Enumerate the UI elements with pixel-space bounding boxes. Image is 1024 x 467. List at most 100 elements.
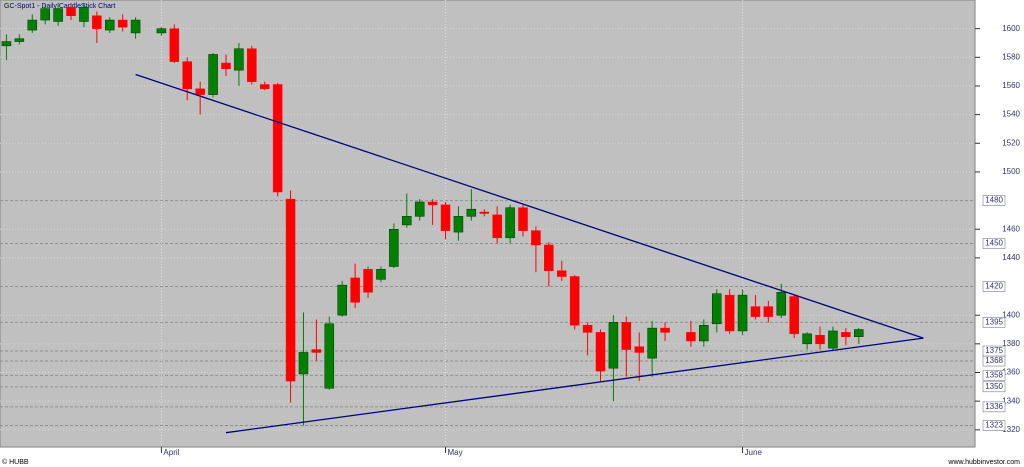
candle-body xyxy=(156,28,167,34)
level-box xyxy=(982,370,1006,381)
candle-body xyxy=(298,352,309,375)
candle-body xyxy=(724,294,735,332)
y-tick-label: 1500 xyxy=(1002,167,1020,176)
candle-body xyxy=(479,211,490,214)
candle-body xyxy=(389,228,399,267)
y-tick-label: 1360 xyxy=(1002,368,1020,377)
y-tick-label: 1520 xyxy=(1002,138,1020,147)
candle-body xyxy=(466,208,477,217)
level-label: 1420 xyxy=(985,282,1003,291)
candle-body xyxy=(711,293,722,325)
candle-body xyxy=(363,269,373,293)
candle-body xyxy=(608,322,619,369)
candle-body xyxy=(79,6,89,22)
candle-body xyxy=(815,335,825,345)
candle-body xyxy=(169,28,180,62)
candle-body xyxy=(324,323,335,389)
level-box xyxy=(982,420,1006,431)
level-box xyxy=(982,381,1006,393)
candle-body xyxy=(686,332,696,342)
candle-body xyxy=(337,284,347,316)
candle-body xyxy=(272,84,283,193)
level-box xyxy=(982,281,1006,292)
candle-body xyxy=(647,327,657,359)
candle-body xyxy=(53,8,63,22)
y-tick-label: 1380 xyxy=(1002,339,1020,348)
level-box xyxy=(982,238,1006,249)
level-label: 1358 xyxy=(985,370,1003,379)
candle-body xyxy=(247,48,257,82)
candle-body xyxy=(569,276,580,326)
candle-body xyxy=(427,201,438,206)
candle-body xyxy=(221,62,231,70)
candle-body xyxy=(311,349,322,353)
candle-body xyxy=(182,61,193,90)
level-box xyxy=(982,401,1006,413)
y-tick-label: 1580 xyxy=(1002,52,1020,61)
candle-body xyxy=(453,216,464,233)
level-label: 1375 xyxy=(985,346,1003,355)
candle-body xyxy=(208,54,218,95)
level-box xyxy=(982,195,1006,206)
level-label: 1350 xyxy=(985,382,1003,391)
candle-body xyxy=(66,6,76,17)
candle-body xyxy=(518,207,528,231)
level-label: 1395 xyxy=(985,317,1003,326)
candle-body xyxy=(531,230,541,246)
y-tick-label: 1560 xyxy=(1002,81,1020,90)
candle-body xyxy=(737,294,748,332)
candle-body xyxy=(414,201,425,217)
candle-body xyxy=(789,296,799,335)
y-tick-label: 1460 xyxy=(1002,224,1020,233)
candle-body xyxy=(802,333,812,345)
x-tick-label: June xyxy=(745,448,763,457)
candle-body xyxy=(557,270,567,277)
plot-area xyxy=(0,0,976,448)
candle-body xyxy=(14,38,25,42)
level-box xyxy=(982,317,1006,328)
trendline xyxy=(225,337,924,434)
candle-body xyxy=(621,322,632,350)
y-tick-label: 1320 xyxy=(1002,425,1020,434)
source: www.hubbinvestor.com xyxy=(947,459,1020,466)
level-label: 1480 xyxy=(985,196,1003,205)
credit: © HUBB xyxy=(2,458,29,466)
candle-body xyxy=(27,19,38,31)
candle-body xyxy=(544,244,554,272)
candle-body xyxy=(285,198,296,382)
trendline xyxy=(135,73,924,339)
y-tick-label: 1600 xyxy=(1002,24,1020,33)
x-tick-label: April xyxy=(163,448,179,457)
candle-body xyxy=(376,269,386,280)
candle-body xyxy=(660,327,670,333)
candle-body xyxy=(195,88,205,95)
candle-body xyxy=(130,19,141,34)
candle-body xyxy=(492,214,502,239)
candle-body xyxy=(699,324,709,342)
candle-body xyxy=(776,292,787,316)
candle-body xyxy=(582,324,593,333)
level-label: 1336 xyxy=(985,402,1003,411)
candle-body xyxy=(634,346,644,353)
level-label: 1450 xyxy=(985,239,1003,248)
candle-body xyxy=(750,306,761,317)
candle-body xyxy=(402,216,412,226)
y-tick-label: 1440 xyxy=(1002,253,1020,262)
candle-body xyxy=(259,84,270,90)
candle-body xyxy=(763,306,774,317)
candle-body xyxy=(234,48,244,71)
y-tick-label: 1540 xyxy=(1002,110,1020,119)
candle-body xyxy=(1,41,12,47)
candle-body xyxy=(854,329,864,337)
candle-body xyxy=(40,8,50,21)
candle-body xyxy=(841,332,851,337)
y-tick-label: 1340 xyxy=(1002,396,1020,405)
candle-body xyxy=(828,330,838,349)
x-tick-label: May xyxy=(448,448,463,457)
candle-body xyxy=(117,19,128,28)
candle-body xyxy=(440,204,451,231)
candle-body xyxy=(105,19,115,31)
candle-body xyxy=(92,15,102,29)
level-box xyxy=(982,345,1006,357)
